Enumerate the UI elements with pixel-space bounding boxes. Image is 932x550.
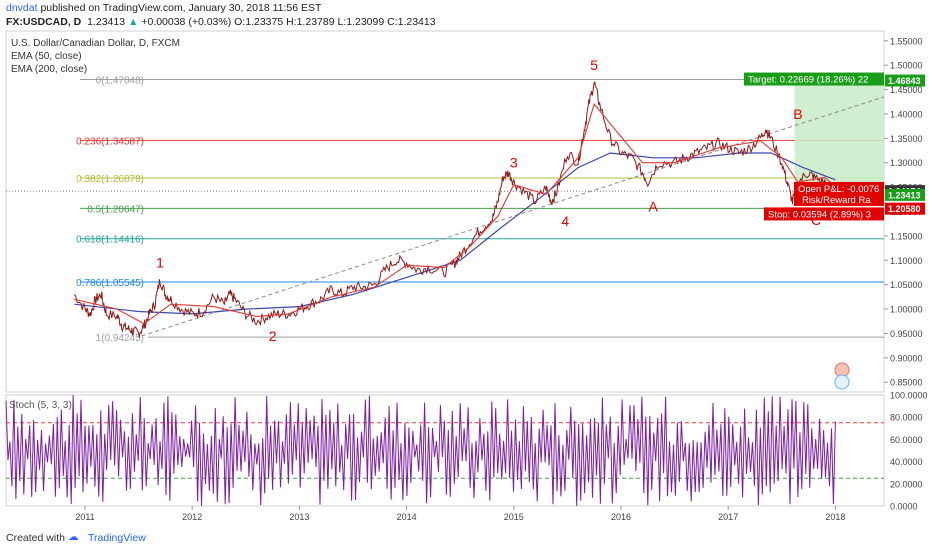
price-change: +0.00038 (+0.03%) bbox=[141, 16, 232, 28]
price-tag-label: 1.20580 bbox=[888, 204, 921, 214]
trade-labels: Target: 0.22669 (18.26%) 22 Open P&L: -0.… bbox=[744, 72, 884, 221]
price-tag bbox=[885, 188, 925, 201]
fib-label: 0.5(1.20647) bbox=[87, 204, 144, 215]
event-icons bbox=[834, 362, 850, 390]
up-arrow-icon: ▲ bbox=[127, 16, 139, 28]
trend-line bbox=[141, 96, 885, 337]
price-line bbox=[73, 81, 836, 338]
fib-label: 0.786(1.05545) bbox=[76, 278, 144, 289]
wave-label: 5 bbox=[590, 57, 598, 73]
fib-label: 1(0.94245) bbox=[96, 333, 144, 344]
price-tag bbox=[885, 74, 925, 87]
price-chart[interactable]: 0(1.47048) 0.236(1.34587) 0.382(1.26878) 0.… bbox=[0, 0, 932, 528]
target-label: Target: 0.22669 (18.26%) 22 bbox=[748, 75, 868, 86]
x-tick-label: 2016 bbox=[611, 512, 631, 522]
created-with: Created with bbox=[6, 532, 65, 544]
publish-line: dnvdat published on TradingView.com, Jan… bbox=[6, 2, 321, 14]
y-tick-label: 1.30000 bbox=[890, 158, 923, 168]
ohlc: O:1.23375 H:1.23789 L:1.23099 C:1.23413 bbox=[234, 16, 436, 28]
header: dnvdat published on TradingView.com, Jan… bbox=[0, 0, 932, 30]
legend-title: U.S. Dollar/Canadian Dollar, D, FXCM bbox=[11, 38, 180, 49]
tradingview-brand[interactable]: TradingView bbox=[88, 532, 146, 544]
wave-label: A bbox=[648, 199, 658, 215]
author-link[interactable]: dnvdat bbox=[6, 2, 38, 14]
legend-ema50: EMA (50, close) bbox=[11, 51, 82, 62]
fib-label: 0.382(1.26878) bbox=[76, 174, 144, 185]
price-tag-label: 1.46843 bbox=[888, 76, 921, 86]
stoch-legend: Stoch (5, 3, 3) bbox=[9, 400, 72, 411]
x-tick-label: 2012 bbox=[182, 512, 202, 522]
open-pl-label: Open P&L: -0.0076 bbox=[798, 184, 879, 195]
stoch-line bbox=[5, 395, 836, 506]
fib-label: 0.618(1.14416) bbox=[76, 235, 144, 246]
x-tick-label: 2013 bbox=[289, 512, 309, 522]
wave-labels: 12345ABC bbox=[156, 57, 821, 344]
y-tick-label: 0.90000 bbox=[890, 353, 923, 363]
legend-ema200: EMA (200, close) bbox=[11, 64, 88, 75]
x-tick-label: 2018 bbox=[825, 512, 845, 522]
x-tick-label: 2017 bbox=[718, 512, 738, 522]
stoch-pane-frame bbox=[5, 394, 885, 507]
stoch-tick-label: 40.0000 bbox=[890, 457, 923, 467]
wave-label: 4 bbox=[561, 213, 569, 229]
ema200-line bbox=[74, 152, 836, 315]
stoch-pane: 100.0000 80.0000 60.0000 40.0000 20.0000 0.00… bbox=[5, 391, 928, 512]
price-axis: 1.55000 1.50000 1.45000 1.40000 1.35000 1.300… bbox=[884, 36, 925, 388]
stop-label: Stop: 0.03594 (2.89%) 3 bbox=[768, 209, 871, 220]
y-tick-label: 1.40000 bbox=[890, 109, 923, 119]
y-tick-label: 1.50000 bbox=[890, 61, 923, 71]
y-tick-label: 1.15000 bbox=[890, 231, 923, 241]
y-tick-label: 1.00000 bbox=[890, 305, 923, 315]
symbol-line: FX:USDCAD, D 1.23413 ▲ +0.00038 (+0.03%)… bbox=[6, 16, 436, 28]
fibonacci-levels: 0(1.47048) 0.236(1.34587) 0.382(1.26878) 0.… bbox=[6, 76, 884, 344]
x-tick-label: 2014 bbox=[397, 512, 417, 522]
pl-badge bbox=[794, 181, 884, 206]
x-tick-label: 2011 bbox=[75, 512, 94, 522]
y-tick-label: 0.95000 bbox=[890, 329, 923, 339]
publish-info: published on TradingView.com, January 30… bbox=[40, 2, 322, 14]
target-badge bbox=[744, 72, 884, 86]
y-tick-label: 1.05000 bbox=[890, 280, 923, 290]
stoch-tick-label: 100.0000 bbox=[890, 391, 928, 401]
y-tick-label: 1.55000 bbox=[890, 36, 923, 46]
y-tick-label: 0.85000 bbox=[890, 378, 923, 388]
tradingview-cloud-icon: ☁ bbox=[68, 531, 79, 543]
stop-badge bbox=[764, 207, 884, 221]
price-tag-label: 1.23413 bbox=[888, 190, 921, 200]
time-axis: 2011 2012 2013 2014 2015 2016 2017 2018 bbox=[75, 506, 845, 522]
fib-label: 0(1.47048) bbox=[96, 76, 144, 87]
target-zone bbox=[794, 80, 884, 183]
y-tick-label: 1.10000 bbox=[890, 256, 923, 266]
fib-label: 0.236(1.34587) bbox=[76, 136, 144, 147]
price-tag bbox=[885, 202, 925, 215]
x-tick-label: 2015 bbox=[504, 512, 524, 522]
ema50-line bbox=[74, 103, 836, 325]
symbol: FX:USDCAD, D bbox=[6, 16, 82, 28]
rr-label: Risk/Reward Ra bbox=[802, 195, 871, 206]
stoch-tick-label: 60.0000 bbox=[890, 435, 923, 445]
wave-label: 2 bbox=[269, 328, 277, 344]
wave-label: 3 bbox=[510, 155, 518, 171]
y-tick-label: 1.35000 bbox=[890, 134, 923, 144]
news-event-icon[interactable] bbox=[834, 374, 850, 390]
wave-label: 1 bbox=[156, 255, 164, 271]
last-price: 1.23413 bbox=[87, 16, 126, 28]
stoch-tick-label: 0.0000 bbox=[890, 502, 918, 512]
stoch-tick-label: 80.0000 bbox=[890, 413, 923, 423]
y-tick-label: 1.45000 bbox=[890, 85, 923, 95]
wave-label: B bbox=[793, 106, 802, 122]
stoch-tick-label: 20.0000 bbox=[890, 479, 923, 489]
footer: Created with ☁ TradingView bbox=[0, 528, 932, 550]
